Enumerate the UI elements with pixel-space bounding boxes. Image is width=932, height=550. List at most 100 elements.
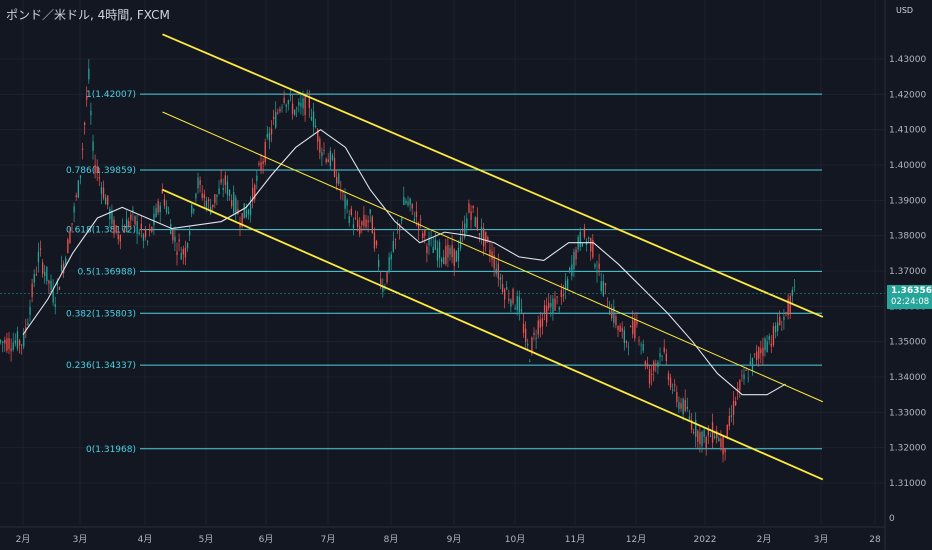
currency-label[interactable]: USD	[896, 6, 914, 15]
candle-body	[54, 304, 56, 307]
candle-body	[102, 187, 105, 199]
candle-body	[407, 201, 409, 206]
candle-body	[277, 112, 279, 114]
candle-body	[151, 226, 153, 232]
candle-body	[653, 361, 655, 371]
candle-body	[63, 263, 65, 273]
candle-body	[203, 194, 205, 199]
candle-body	[247, 209, 250, 215]
candle-body	[117, 234, 119, 240]
candle-body	[382, 285, 384, 292]
candle-body	[453, 248, 455, 267]
candle-body	[571, 264, 573, 276]
candle-body	[426, 246, 428, 254]
candle-body	[630, 326, 632, 328]
candle-body	[520, 308, 523, 312]
candle-body	[365, 219, 367, 228]
candle-body	[766, 341, 768, 353]
candle-body	[665, 353, 667, 361]
candle-body	[724, 449, 726, 453]
candle-body	[323, 150, 325, 151]
candle-body	[508, 298, 510, 301]
candle-body	[165, 206, 168, 213]
candle-body	[352, 224, 355, 228]
candle-body	[478, 233, 481, 236]
candle-body	[732, 400, 735, 416]
candle-body	[94, 164, 96, 173]
candle-body	[445, 245, 447, 264]
x-tick-label: 4月	[138, 534, 153, 545]
candle-body	[197, 177, 199, 189]
candle-body	[567, 279, 569, 289]
candle-body	[747, 378, 749, 380]
candle-body	[602, 281, 604, 296]
candle-body	[170, 223, 172, 235]
candle-body	[111, 210, 113, 224]
candle-body	[512, 288, 514, 304]
candle-body	[153, 213, 155, 226]
y-tick-label: 1.31000	[889, 479, 926, 489]
candle-body	[531, 337, 533, 354]
candle-body	[422, 233, 424, 239]
candle-body	[718, 437, 720, 442]
candle-body	[168, 211, 170, 214]
candle-body	[23, 332, 25, 347]
candle-body	[380, 279, 382, 285]
candle-body	[186, 243, 189, 249]
candle-body	[140, 223, 142, 231]
y-zero-label: 0	[889, 514, 895, 524]
candle-body	[182, 248, 184, 255]
candle-body	[581, 242, 583, 247]
fib-level-label: 0(1.31968)	[86, 445, 136, 455]
candle-body	[573, 251, 575, 269]
fib-level-label: 0.5(1.36988)	[77, 267, 136, 277]
candle-body	[256, 175, 258, 182]
candle-body	[644, 361, 646, 365]
candle-body	[134, 216, 136, 225]
candle-body	[472, 205, 474, 209]
candle-body	[501, 284, 504, 292]
candle-body	[195, 193, 197, 199]
candle-body	[751, 358, 754, 371]
candle-body	[25, 326, 27, 332]
candle-body	[144, 229, 147, 238]
candle-body	[300, 102, 302, 107]
candle-body	[655, 363, 657, 366]
candle-body	[420, 218, 422, 220]
candle-body	[756, 351, 758, 361]
candle-body	[627, 346, 630, 348]
candle-body	[636, 321, 638, 325]
candle-body	[392, 241, 394, 252]
candle-body	[207, 199, 210, 202]
candle-body	[369, 209, 371, 214]
candle-body	[29, 307, 31, 315]
candle-body	[361, 221, 363, 225]
candle-body	[231, 200, 233, 207]
candle-body	[239, 224, 241, 227]
candle-body	[701, 431, 703, 446]
candle-body	[388, 257, 390, 272]
candle-body	[539, 319, 541, 328]
candle-body	[609, 310, 611, 315]
candle-body	[44, 272, 46, 276]
candle-body	[504, 289, 506, 300]
candle-body	[266, 134, 268, 138]
candle-body	[2, 341, 4, 343]
candle-body	[487, 237, 489, 241]
candle-body	[285, 104, 287, 107]
channel-line-lower	[162, 188, 824, 481]
candle-body	[793, 286, 796, 288]
candle-body	[6, 338, 8, 351]
candle-body	[281, 107, 283, 108]
candle-body	[107, 195, 109, 205]
candle-body	[92, 141, 94, 151]
candle-body	[222, 188, 224, 190]
candle-body	[529, 361, 531, 362]
candle-body	[289, 93, 292, 97]
candle-body	[147, 241, 149, 243]
candle-body	[779, 316, 781, 325]
candle-body	[550, 303, 552, 308]
candle-body	[67, 239, 69, 254]
candle-body	[233, 192, 235, 213]
